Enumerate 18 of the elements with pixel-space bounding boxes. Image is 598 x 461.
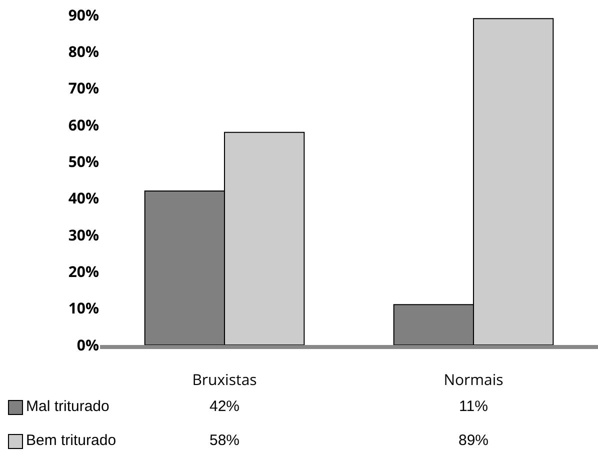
- y-tick-label: 50%: [68, 152, 100, 172]
- y-tick-label: 70%: [68, 78, 100, 99]
- x-tick-label: Normais: [444, 370, 504, 390]
- y-tick-label: 10%: [68, 298, 100, 319]
- y-tick-label: 30%: [68, 225, 100, 246]
- y-tick-label: 0%: [76, 335, 100, 356]
- x-tick-label: Bruxistas: [192, 370, 257, 390]
- y-tick-label: 80%: [68, 42, 100, 62]
- y-tick-label: 60%: [68, 115, 100, 136]
- data-label: 89%: [457, 432, 490, 449]
- data-label: 11%: [458, 398, 489, 415]
- legend-label: Bem triturado: [26, 432, 116, 449]
- data-label: 58%: [208, 432, 241, 449]
- y-tick-label: 40%: [68, 188, 100, 209]
- y-tick-label: 20%: [68, 262, 100, 282]
- data-label: 42%: [208, 398, 241, 415]
- legend-label: Mal triturado: [26, 398, 110, 415]
- y-tick-label: 90%: [68, 5, 100, 26]
